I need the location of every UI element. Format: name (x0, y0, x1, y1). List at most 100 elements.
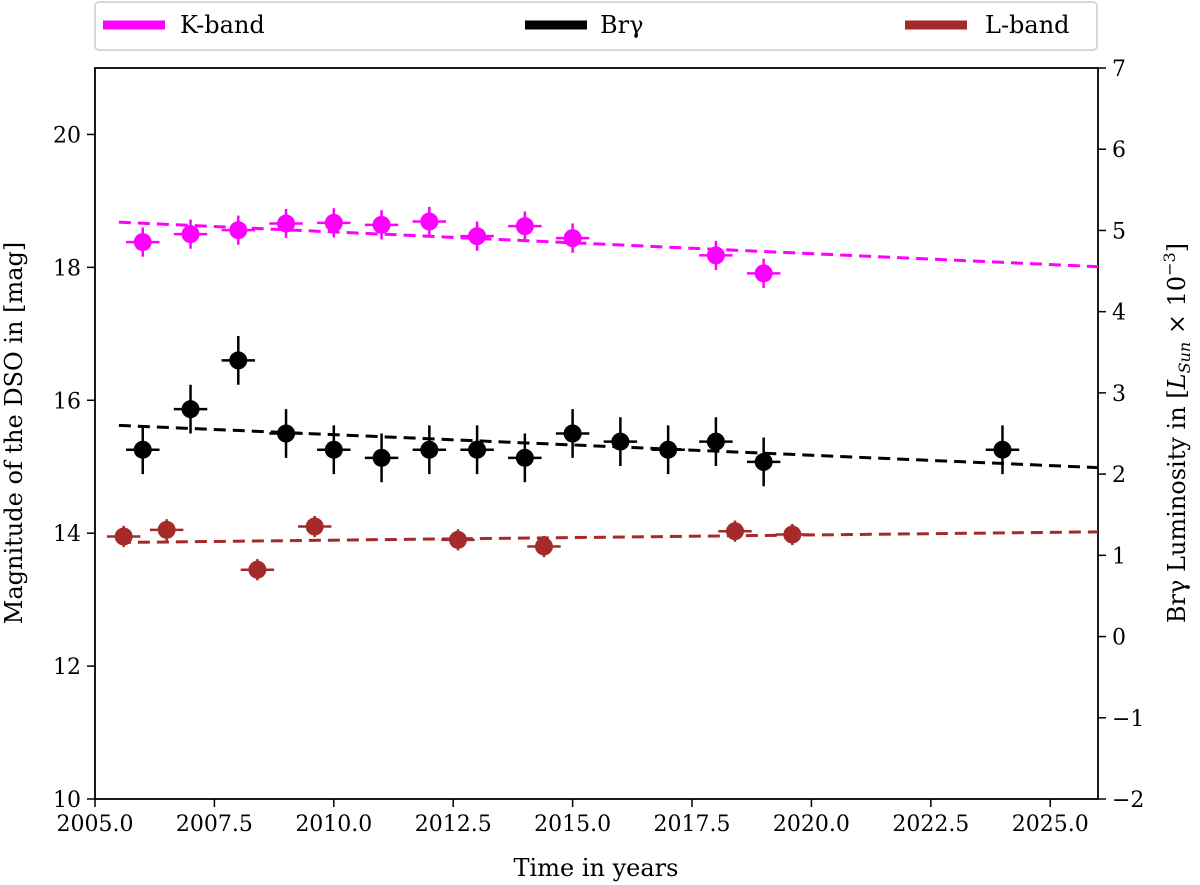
legend-label-k-band: K-band (180, 11, 265, 39)
data-point-l-band (775, 523, 810, 546)
point-marker (133, 440, 152, 459)
y-right-tick-label: 1 (1112, 544, 1126, 569)
y-axis-right-label-suffix: ] (1163, 243, 1191, 252)
y-right-tick-label: −2 (1112, 788, 1144, 813)
point-marker (993, 440, 1012, 459)
data-point-brgamma (460, 425, 494, 475)
y-left-tick-label: 20 (53, 123, 81, 148)
x-tick-label: 2010.0 (295, 812, 372, 837)
data-point-brgamma (317, 425, 351, 475)
data-point-k-band (221, 215, 256, 245)
y-axis-right-label-sub: Sun (1175, 342, 1194, 374)
x-axis-label: Time in years (514, 854, 679, 882)
fit-line-l-band (118, 530, 1099, 544)
point-marker (468, 227, 487, 246)
point-marker (726, 522, 745, 541)
x-tick-label: 2017.5 (654, 812, 731, 837)
point-marker (324, 440, 343, 459)
point-marker (563, 424, 582, 443)
point-marker (157, 520, 176, 539)
y-left-tick-label: 10 (53, 788, 81, 813)
point-marker (468, 440, 487, 459)
point-marker (372, 448, 391, 467)
data-point-brgamma (364, 433, 399, 483)
fit-lines (118, 220, 1099, 544)
y-right-tick-label: 3 (1112, 382, 1126, 407)
y-axis-right-label-sup: −3 (1160, 252, 1179, 276)
data-point-brgamma (651, 425, 685, 475)
point-marker (181, 225, 200, 244)
y-axis-right-label: Brγ Luminosity in [LSun × 10−3] (1160, 243, 1194, 623)
legend-label-brgamma: Brγ (600, 11, 643, 39)
y-axis-right-label-mid: × 10 (1163, 276, 1191, 342)
y-left-tick-label: 14 (53, 522, 81, 547)
data-point-k-band (317, 208, 351, 238)
point-marker (706, 432, 725, 451)
point-marker (754, 452, 773, 471)
y-right-tick-label: 4 (1112, 301, 1126, 326)
y-left-tick-label: 16 (53, 389, 81, 414)
fit-line-k-band (118, 220, 1099, 269)
data-point-k-band (508, 211, 542, 241)
data-point-brgamma (699, 417, 733, 466)
data-point-k-band (555, 223, 590, 253)
y-left-tick-label: 12 (53, 655, 81, 680)
x-tick-label: 2022.5 (892, 812, 969, 837)
x-axis-ticks: 2005.0 2007.5 2010.0 2012.5 2015.0 2017.5 2020… (57, 799, 1089, 837)
point-marker (372, 215, 391, 234)
data-points (106, 206, 1020, 581)
point-marker (420, 212, 439, 231)
point-marker (324, 213, 343, 232)
x-tick-label: 2005.0 (57, 812, 134, 837)
x-tick-label: 2012.5 (415, 812, 492, 837)
point-marker (133, 233, 152, 252)
data-point-l-band (297, 515, 332, 538)
data-point-brgamma (555, 409, 590, 458)
legend-frame (94, 1, 1098, 51)
y-right-tick-label: 7 (1112, 57, 1126, 82)
data-point-l-band (106, 525, 141, 548)
point-marker (277, 424, 296, 443)
data-point-brgamma (126, 425, 160, 475)
data-point-brgamma (746, 437, 781, 487)
data-point-k-band (364, 210, 399, 240)
plot-area-frame (94, 67, 1099, 800)
point-marker (706, 246, 725, 265)
point-marker (114, 527, 133, 546)
data-point-k-band (269, 208, 303, 239)
data-point-k-band (173, 219, 208, 249)
point-marker (659, 440, 678, 459)
fit-line-brgamma (118, 423, 1099, 470)
data-point-brgamma (508, 433, 542, 483)
data-point-brgamma (221, 336, 256, 385)
data-point-k-band (699, 240, 733, 271)
data-point-k-band (460, 221, 494, 251)
point-marker (305, 517, 324, 536)
x-tick-label: 2020.0 (773, 812, 850, 837)
point-marker (248, 560, 267, 579)
point-marker (563, 229, 582, 248)
x-tick-label: 2015.0 (534, 812, 611, 837)
y-right-tick-label: −1 (1112, 707, 1144, 732)
legend: K-band Brγ L-band (94, 1, 1098, 51)
y-axis-right-label-var: L (1163, 373, 1191, 390)
point-marker (277, 214, 296, 233)
y-axis-left-ticks: 10 12 14 16 18 20 (53, 123, 95, 813)
data-point-k-band (412, 206, 447, 237)
point-marker (515, 217, 534, 236)
data-point-l-band (718, 520, 752, 542)
data-point-brgamma (173, 384, 208, 434)
data-point-brgamma (412, 425, 447, 475)
y-axis-right-ticks: −2 −1 0 1 2 3 4 5 6 7 (1098, 57, 1144, 813)
x-tick-label: 2025.0 (1012, 812, 1089, 837)
point-marker (420, 440, 439, 459)
y-axis-left-label: Magnitude of the DSO in [mag] (0, 242, 28, 624)
data-point-k-band (746, 258, 781, 288)
data-point-k-band (126, 227, 160, 257)
data-point-l-band (149, 519, 184, 541)
y-axis-right-label-prefix: Brγ Luminosity in [ (1163, 389, 1191, 623)
point-marker (534, 537, 553, 556)
point-marker (515, 448, 534, 467)
data-point-brgamma (985, 425, 1020, 475)
